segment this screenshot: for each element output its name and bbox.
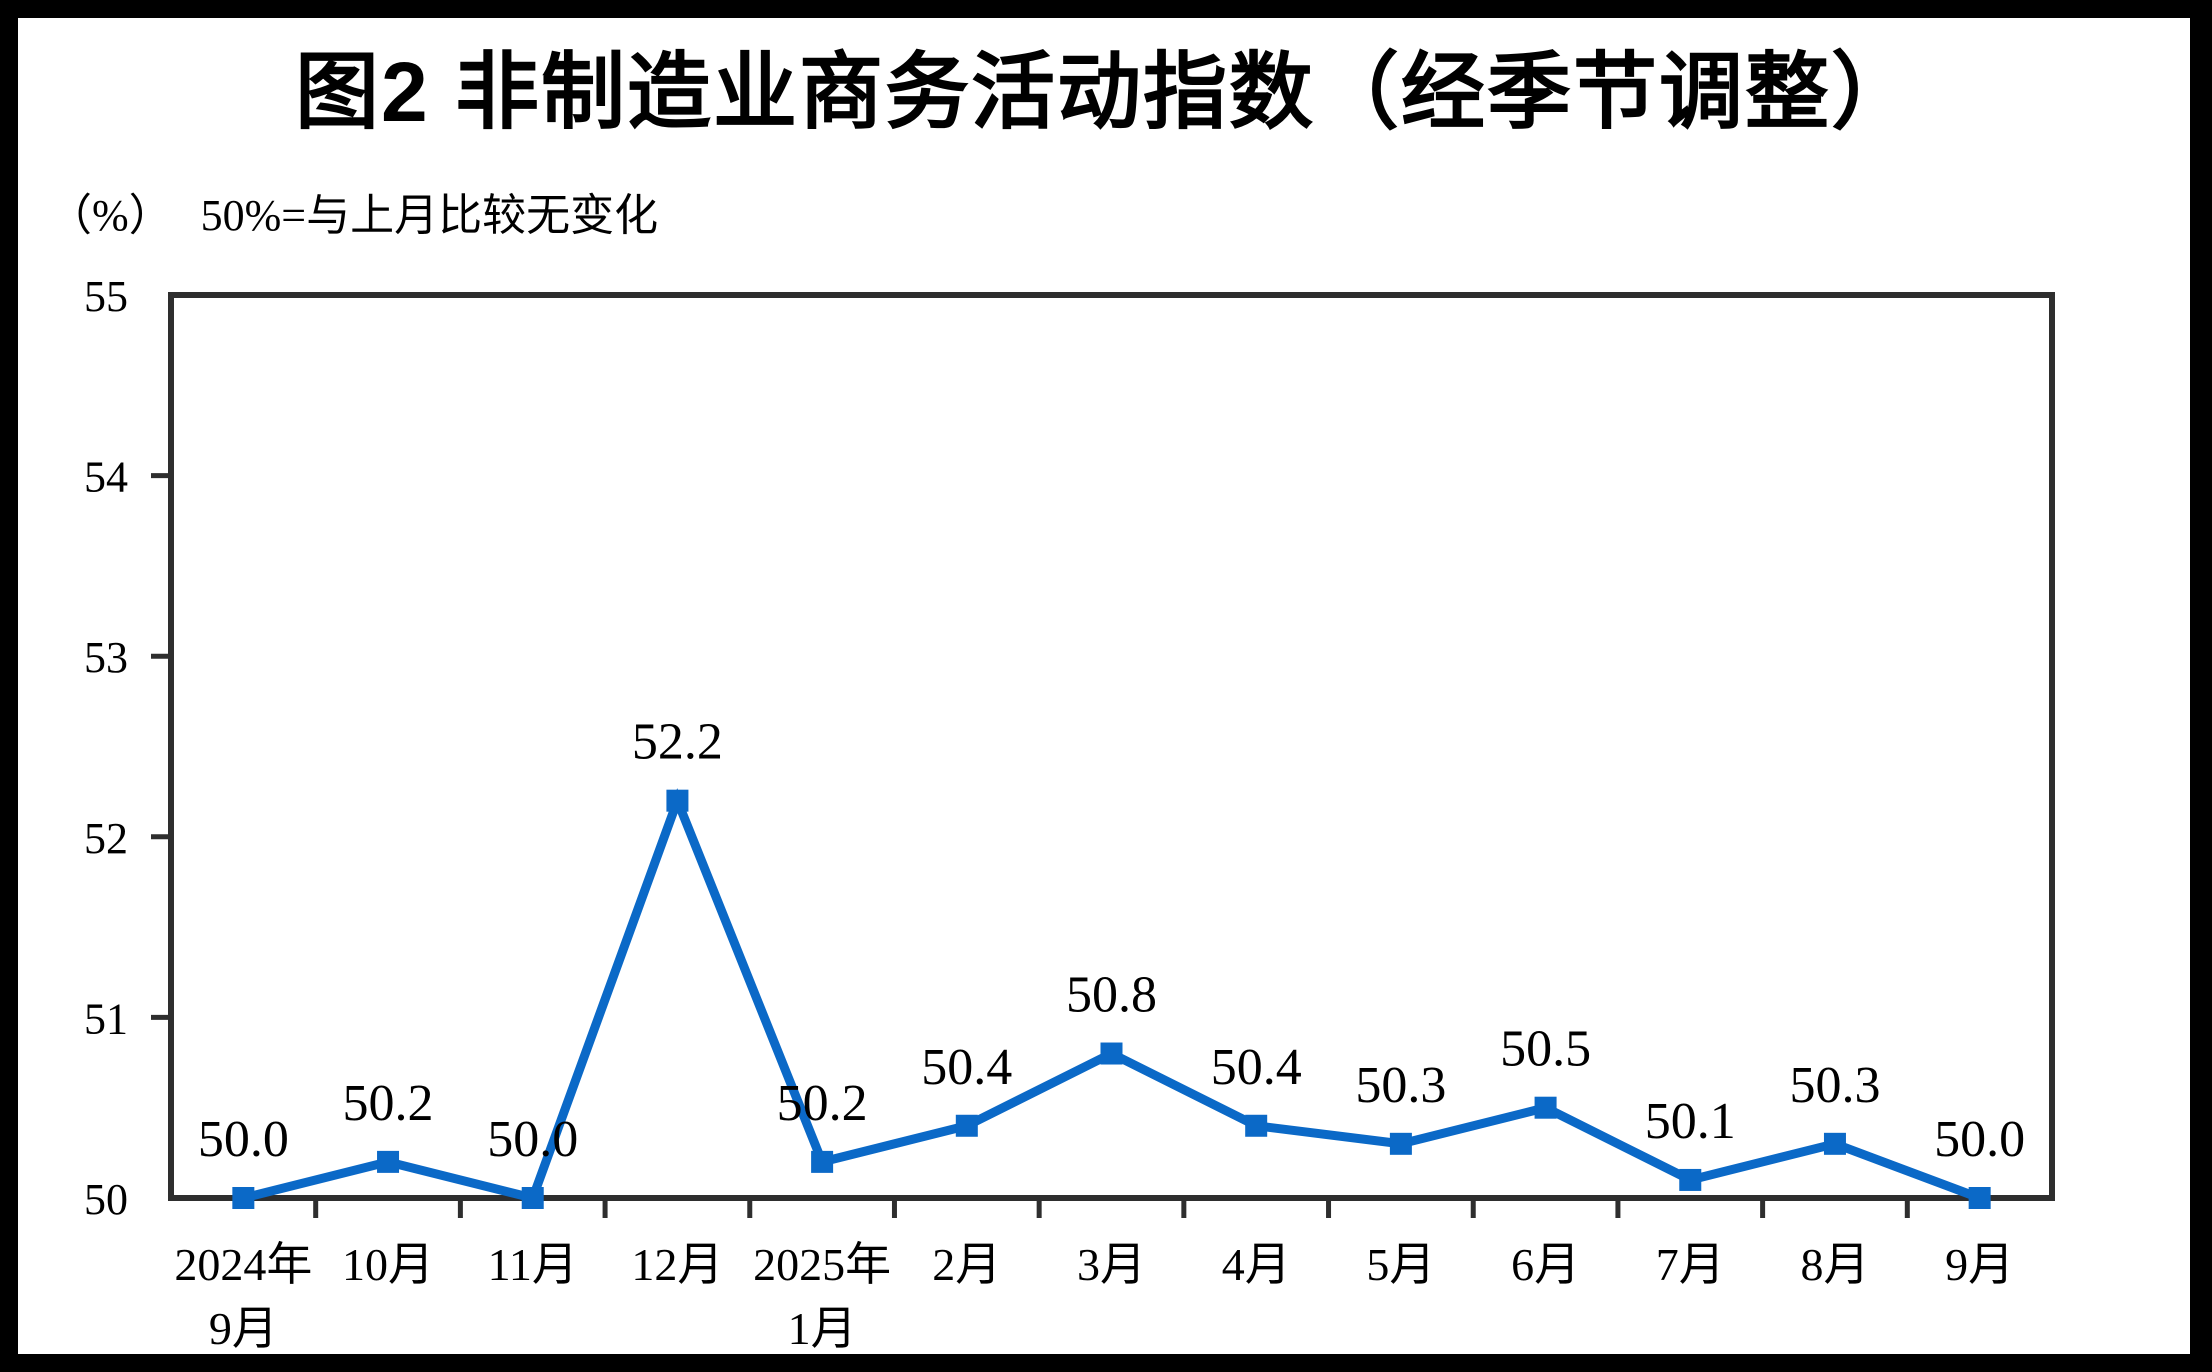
x-axis-tick-label: 6月 [1511,1239,1580,1290]
data-point-label: 50.2 [777,1075,868,1132]
data-point-label: 52.2 [632,714,723,771]
y-axis-tick-label: 54 [84,453,128,502]
y-axis-tick-label: 52 [84,814,128,863]
y-axis-unit-label: （%） [48,191,173,240]
x-axis-tick-label: 2025年 [753,1239,891,1290]
x-axis-tick-label: 4月 [1222,1239,1291,1290]
data-point-label: 50.1 [1645,1093,1736,1150]
data-point-label: 50.4 [1211,1039,1302,1096]
x-axis-tick-label: 12月 [631,1239,723,1290]
data-point-marker [232,1187,255,1209]
data-point-label: 50.2 [343,1075,434,1132]
x-axis-tick-label: 11月 [488,1239,578,1290]
plot-frame [168,292,2055,1201]
data-point-marker [1245,1114,1268,1137]
x-axis-tick-label: 10月 [342,1239,434,1290]
chart-title: 图2 非制造业商务活动指数（经季节调整） [294,45,1918,139]
axis-note-row: （%） 50%=与上月比较无变化 [48,191,659,240]
x-axis-tick-label: 9月 [209,1303,278,1354]
x-axis-tick-label: 2月 [932,1239,1001,1290]
data-point-label: 50.8 [1066,967,1157,1024]
data-point-label: 50.4 [921,1039,1012,1096]
data-point-marker [1389,1132,1412,1155]
data-point-marker [955,1114,978,1137]
data-point-label: 50.3 [1355,1057,1446,1114]
data-point-label: 50.3 [1789,1057,1880,1114]
data-point-marker [1823,1132,1846,1155]
x-axis-tick-label: 8月 [1800,1239,1869,1290]
data-point-marker [811,1150,834,1173]
x-axis-tick-label: 2024年 [174,1239,312,1290]
y-axis-tick-label: 50 [84,1175,128,1224]
data-point-marker [1679,1168,1702,1191]
data-point-label: 50.0 [487,1111,578,1168]
y-axis-tick-label: 55 [84,272,128,321]
data-point-marker [1100,1042,1123,1065]
x-axis-tick-label: 3月 [1077,1239,1146,1290]
data-point-label: 50.0 [1934,1111,2025,1168]
data-point-marker [377,1150,400,1173]
y-axis-tick-label: 53 [84,633,128,682]
y-axis-tick-label: 51 [84,994,128,1043]
x-axis-tick-label: 5月 [1366,1239,1435,1290]
data-point-label: 50.0 [198,1111,289,1168]
data-point-marker [666,789,689,812]
data-point-marker [521,1187,544,1209]
x-axis-tick-label: 1月 [788,1303,857,1354]
data-point-marker [1968,1187,1991,1209]
data-point-label: 50.5 [1500,1021,1591,1078]
figure-background [18,18,2190,1354]
x-axis-tick-label: 9月 [1945,1239,2014,1290]
data-point-marker [1534,1096,1557,1119]
x-axis-tick-label: 7月 [1656,1239,1725,1290]
reference-line-note: 50%=与上月比较无变化 [200,191,659,240]
